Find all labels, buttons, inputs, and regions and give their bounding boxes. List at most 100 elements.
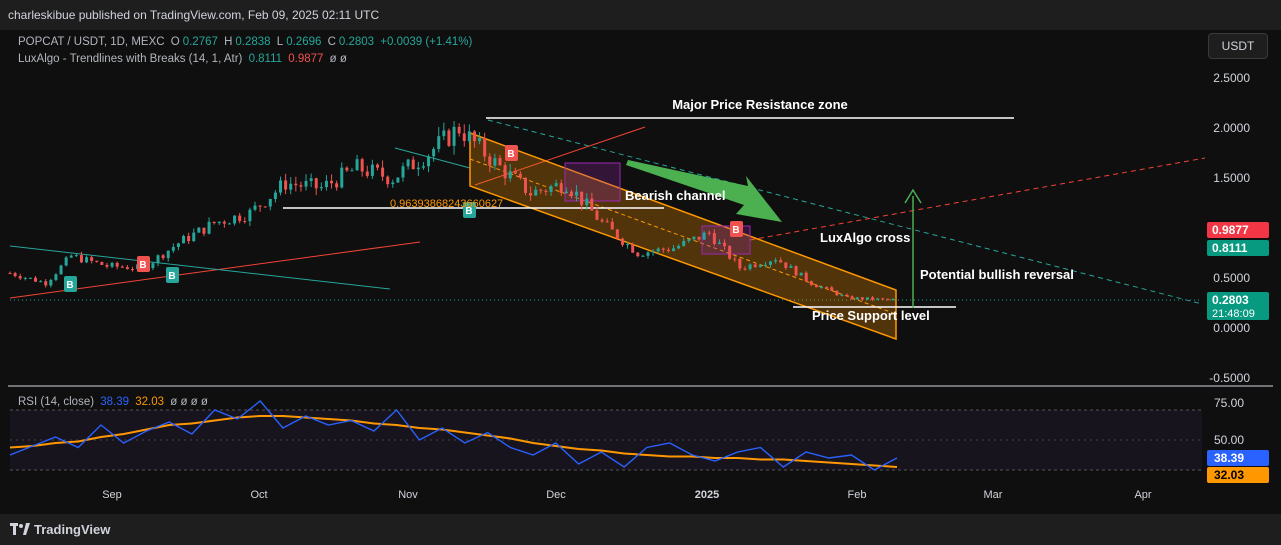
highlight-box [564, 162, 621, 202]
candle-body [365, 171, 369, 176]
annotation-bullish-reversal: Potential bullish reversal [920, 267, 1074, 282]
candle-body [651, 251, 655, 253]
candle-body [452, 126, 456, 146]
break-signal-label: B [139, 260, 146, 271]
trendline-breakout [474, 126, 646, 186]
tradingview-logo-icon [10, 523, 30, 535]
candle-body [100, 261, 104, 265]
candle-body [462, 133, 466, 141]
candle-body [769, 261, 773, 265]
y-tick-label: 0.0000 [1213, 321, 1250, 335]
candle-body [49, 279, 53, 286]
candle-body [421, 166, 425, 168]
candle-body [478, 138, 482, 142]
rsi-legend: RSI (14, close) 38.39 32.03 ø ø ø ø [18, 396, 211, 408]
open-label: O [170, 36, 180, 48]
candle-body [345, 167, 349, 171]
candle-body [217, 221, 221, 224]
symbol-legend: POPCAT / USDT, 1D, MEXC O 0.2767 H 0.2838 … [18, 36, 475, 48]
candle-body [391, 182, 395, 185]
candle-body [636, 252, 640, 257]
candle-body [580, 191, 584, 206]
candle-body [187, 235, 191, 242]
price-tag-countdown: 21:48:09 [1212, 308, 1255, 320]
x-tick-label: Apr [1134, 489, 1151, 501]
price-tag-value: 0.2803 [1212, 293, 1249, 307]
candle-body [227, 223, 231, 225]
candle-body [54, 274, 58, 280]
candle-body [324, 180, 328, 188]
candle-body [28, 277, 32, 279]
break-signal-badge [64, 276, 77, 292]
break-signal-badge [166, 267, 179, 283]
candle-body [294, 183, 298, 186]
x-tick-label: 2025 [695, 489, 719, 501]
annotation-value-label: 0.96393868243660627 [390, 198, 503, 210]
rsi-ma-tag [1207, 467, 1269, 483]
publish-bar: charleskibue published on TradingView.co… [0, 0, 1281, 30]
candle-body [350, 170, 354, 172]
annotation-resistance: Major Price Resistance zone [672, 97, 848, 112]
currency-button[interactable]: USDT [1208, 33, 1268, 59]
candle-body [381, 167, 385, 177]
candle-body [125, 267, 129, 270]
candle-body [712, 233, 716, 245]
candle-body [585, 198, 589, 206]
candle-body [39, 281, 43, 283]
candle-body [666, 249, 670, 252]
candle-body [212, 221, 216, 224]
candle-body [207, 221, 211, 234]
reversal-arrow-head [904, 188, 922, 204]
candle-body [279, 180, 283, 193]
candle-body [401, 166, 405, 178]
candle-body [258, 205, 262, 207]
candle-body [503, 165, 507, 179]
candle-body [682, 240, 686, 246]
candle-body [309, 178, 313, 181]
candle-body [416, 167, 420, 170]
rsi-ma-value: 32.03 [135, 396, 165, 408]
rsi-extra: ø ø ø ø [170, 396, 208, 408]
annotation-support: Price Support level [812, 308, 930, 323]
candle-body [779, 260, 783, 263]
indicator-value-1: 0.8111 [248, 53, 283, 65]
candle-body [784, 262, 788, 268]
candle-body [202, 227, 206, 234]
candle-body [161, 255, 165, 259]
candle-body [575, 191, 579, 196]
candle-body [13, 273, 17, 277]
candle-body [355, 159, 359, 171]
break-signal-label: B [507, 149, 514, 160]
trendline-support [9, 241, 421, 299]
candle-body [508, 171, 512, 179]
candle-body [166, 250, 170, 259]
candle-body [855, 297, 859, 300]
candle-body [406, 159, 410, 167]
candle-body [728, 246, 732, 259]
low-label: L [276, 36, 284, 48]
candle-body [437, 136, 441, 150]
candle-body [865, 297, 869, 300]
x-tick-label: Sep [102, 489, 122, 501]
candle-body [442, 130, 446, 137]
tradingview-brand[interactable]: TradingView [10, 522, 110, 537]
candle-body [702, 232, 706, 240]
rsi-tag [1207, 450, 1269, 466]
price-tag-value: 0.9877 [1212, 223, 1249, 237]
candle-body [472, 131, 476, 142]
candle-body [457, 126, 461, 134]
x-tick-label: Feb [848, 489, 867, 501]
high-value: 0.2838 [235, 36, 271, 48]
candle-body [427, 156, 431, 167]
symbol-name: POPCAT / USDT, 1D, MEXC [18, 36, 165, 48]
candle-body [539, 189, 543, 191]
candle-body [544, 190, 548, 192]
candle-body [692, 236, 696, 240]
candle-body [850, 296, 854, 300]
candle-body [360, 159, 364, 172]
candle-body [554, 183, 558, 187]
candle-body [59, 265, 63, 275]
trendline-dashed-red [749, 157, 1206, 241]
annotation-luxalgo-cross: LuxAlgo cross [820, 230, 910, 245]
